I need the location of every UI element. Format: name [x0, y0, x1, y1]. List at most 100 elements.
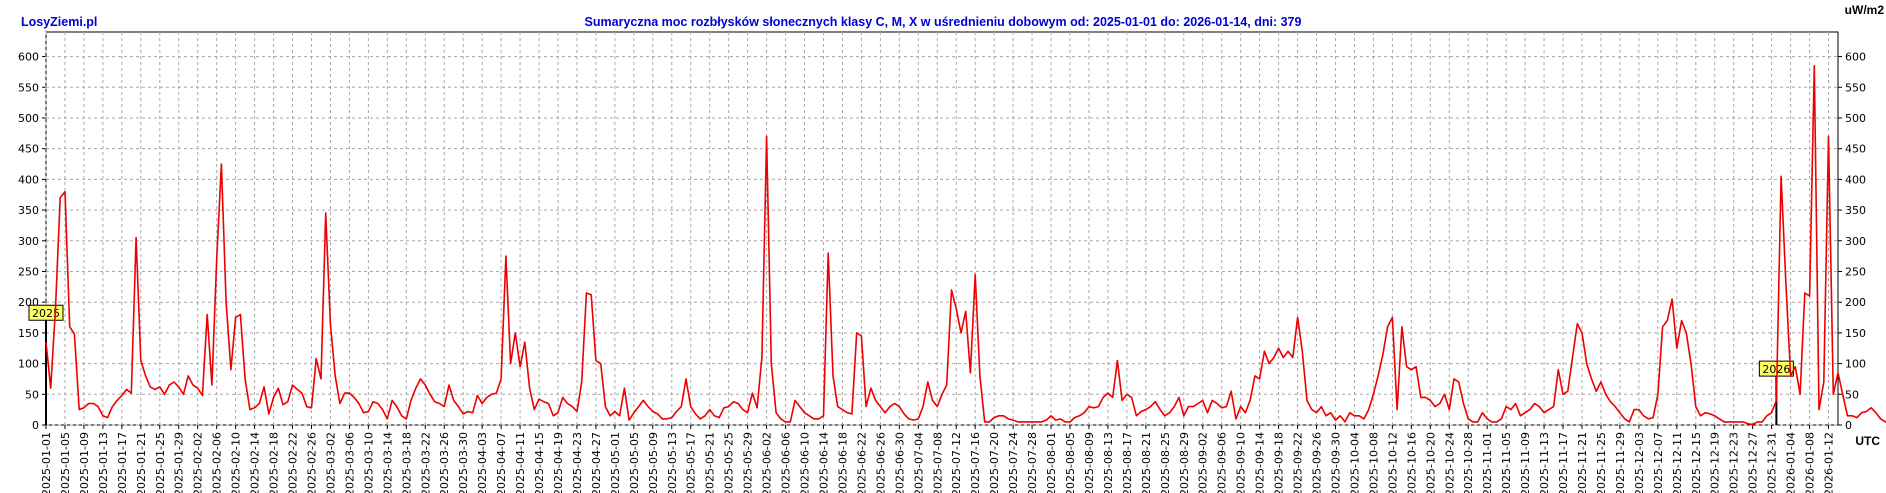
y-tick-label-left: 400: [18, 173, 39, 186]
x-tick-label: 2025-05-01: [609, 432, 622, 493]
x-tick-label: 2025-02-10: [230, 432, 243, 493]
x-tick-label: 2025-07-08: [931, 432, 944, 493]
x-tick-label: 2025-11-01: [1481, 432, 1494, 493]
x-tick-label: 2025-10-04: [1348, 432, 1361, 493]
x-tick-label: 2025-04-15: [533, 432, 546, 493]
x-tick-label: 2025-06-26: [874, 432, 887, 493]
x-tick-label: 2026-01-12: [1823, 432, 1836, 493]
year-marker-label: 2025: [28, 304, 64, 321]
y-unit-label: uW/m2: [1844, 3, 1884, 17]
y-tick-label-right: 0: [1845, 419, 1852, 432]
y-tick-label-left: 0: [32, 419, 39, 432]
x-tick-label: 2025-12-23: [1728, 432, 1741, 493]
x-tick-label: 2025-10-12: [1386, 432, 1399, 493]
x-tick-label: 2025-05-05: [628, 432, 641, 493]
x-tick-label: 2025-10-16: [1405, 432, 1418, 493]
x-tick-label: 2025-08-25: [1159, 432, 1172, 493]
y-tick-label-left: 250: [18, 265, 39, 278]
x-tick-label: 2025-11-09: [1519, 432, 1532, 493]
x-tick-label: 2025-12-27: [1747, 432, 1760, 493]
x-tick-label: 2025-07-24: [1007, 432, 1020, 493]
x-tick-label: 2026-01-04: [1785, 432, 1798, 493]
x-tick-label: 2025-02-26: [305, 432, 318, 493]
y-tick-label-right: 350: [1845, 204, 1866, 217]
x-tick-label: 2025-01-01: [40, 432, 53, 493]
y-tick-label-right: 150: [1845, 327, 1866, 340]
x-tick-label: 2025-02-14: [249, 432, 262, 493]
x-tick-label: 2025-01-13: [97, 432, 110, 493]
x-tick-label: 2025-08-09: [1083, 432, 1096, 493]
x-tick-label: 2025-02-18: [268, 432, 281, 493]
x-tick-label: 2025-12-07: [1652, 432, 1665, 493]
x-tick-label: 2025-08-13: [1102, 432, 1115, 493]
series-line: [45, 65, 1886, 426]
x-tick-label: 2025-08-01: [1045, 432, 1058, 493]
y-tick-label-left: 300: [18, 235, 39, 248]
x-tick-label: 2025-04-03: [476, 432, 489, 493]
x-tick-label: 2025-05-21: [704, 432, 717, 493]
x-tick-label: 2025-11-29: [1614, 432, 1627, 493]
x-unit-label: UTC: [1855, 434, 1880, 448]
y-tick-label-left: 500: [18, 112, 39, 125]
x-tick-label: 2025-05-29: [742, 432, 755, 493]
x-tick-label: 2025-11-05: [1500, 432, 1513, 493]
y-tick-label-left: 350: [18, 204, 39, 217]
x-tick-label: 2025-03-26: [438, 432, 451, 493]
x-tick-label: 2025-01-05: [59, 432, 72, 493]
x-tick-label: 2025-05-13: [666, 432, 679, 493]
x-tick-label: 2025-07-20: [988, 432, 1001, 493]
y-tick-label-right: 250: [1845, 265, 1866, 278]
x-tick-label: 2025-09-14: [1254, 432, 1267, 493]
x-tick-label: 2025-09-06: [1216, 432, 1229, 493]
y-tick-label-right: 400: [1845, 173, 1866, 186]
x-tick-label: 2025-06-22: [855, 432, 868, 493]
x-tick-label: 2025-04-27: [590, 432, 603, 493]
x-tick-label: 2025-08-17: [1121, 432, 1134, 493]
brand-label[interactable]: LosyZiemi.pl: [21, 15, 98, 29]
x-tick-label: 2025-12-19: [1709, 432, 1722, 493]
x-tick-label: 2025-01-29: [173, 432, 186, 493]
x-tick-label: 2025-10-08: [1367, 432, 1380, 493]
x-tick-label: 2025-09-26: [1311, 432, 1324, 493]
x-tick-label: 2025-09-18: [1273, 432, 1286, 493]
x-tick-label: 2025-05-17: [685, 432, 698, 493]
y-tick-label-left: 600: [18, 51, 39, 64]
x-tick-label: 2025-06-14: [817, 432, 830, 493]
x-tick-label: 2025-03-30: [457, 432, 470, 493]
x-tick-label: 2025-12-31: [1766, 432, 1779, 493]
x-tick-label: 2025-11-25: [1595, 432, 1608, 493]
x-tick-label: 2025-04-07: [495, 432, 508, 493]
x-tick-label: 2025-06-02: [761, 432, 774, 493]
y-tick-label-right: 450: [1845, 143, 1866, 156]
x-tick-label: 2025-05-25: [723, 432, 736, 493]
x-tick-label: 2025-11-17: [1557, 432, 1570, 493]
x-tick-label: 2025-03-06: [343, 432, 356, 493]
x-tick-label: 2025-01-17: [116, 432, 129, 493]
x-tick-label: 2025-03-02: [324, 432, 337, 493]
x-tick-label: 2025-02-02: [192, 432, 205, 493]
x-tick-label: 2025-07-12: [950, 432, 963, 493]
x-tick-label: 2025-10-28: [1462, 432, 1475, 493]
x-tick-label: 2025-08-05: [1064, 432, 1077, 493]
x-tick-label: 2025-09-22: [1292, 432, 1305, 493]
y-tick-label-right: 200: [1845, 296, 1866, 309]
year-marker-text: 2025: [32, 307, 60, 320]
y-tick-label-right: 600: [1845, 51, 1866, 64]
x-tick-label: 2025-03-22: [419, 432, 432, 493]
x-tick-label: 2025-02-06: [211, 432, 224, 493]
x-tick-label: 2025-03-10: [362, 432, 375, 493]
x-tick-label: 2025-12-15: [1690, 432, 1703, 493]
x-tick-label: 2026-01-08: [1804, 432, 1817, 493]
x-tick-label: 2025-09-30: [1329, 432, 1342, 493]
x-tick-label: 2025-06-10: [799, 432, 812, 493]
x-tick-label: 2025-06-18: [836, 432, 849, 493]
x-tick-label: 2025-04-11: [514, 432, 527, 493]
x-tick-label: 2025-10-20: [1424, 432, 1437, 493]
x-tick-label: 2025-12-03: [1633, 432, 1646, 493]
x-tick-label: 2025-01-09: [78, 432, 91, 493]
x-tick-label: 2025-08-21: [1140, 432, 1153, 493]
x-tick-label: 2025-04-23: [571, 432, 584, 493]
y-tick-label-right: 500: [1845, 112, 1866, 125]
